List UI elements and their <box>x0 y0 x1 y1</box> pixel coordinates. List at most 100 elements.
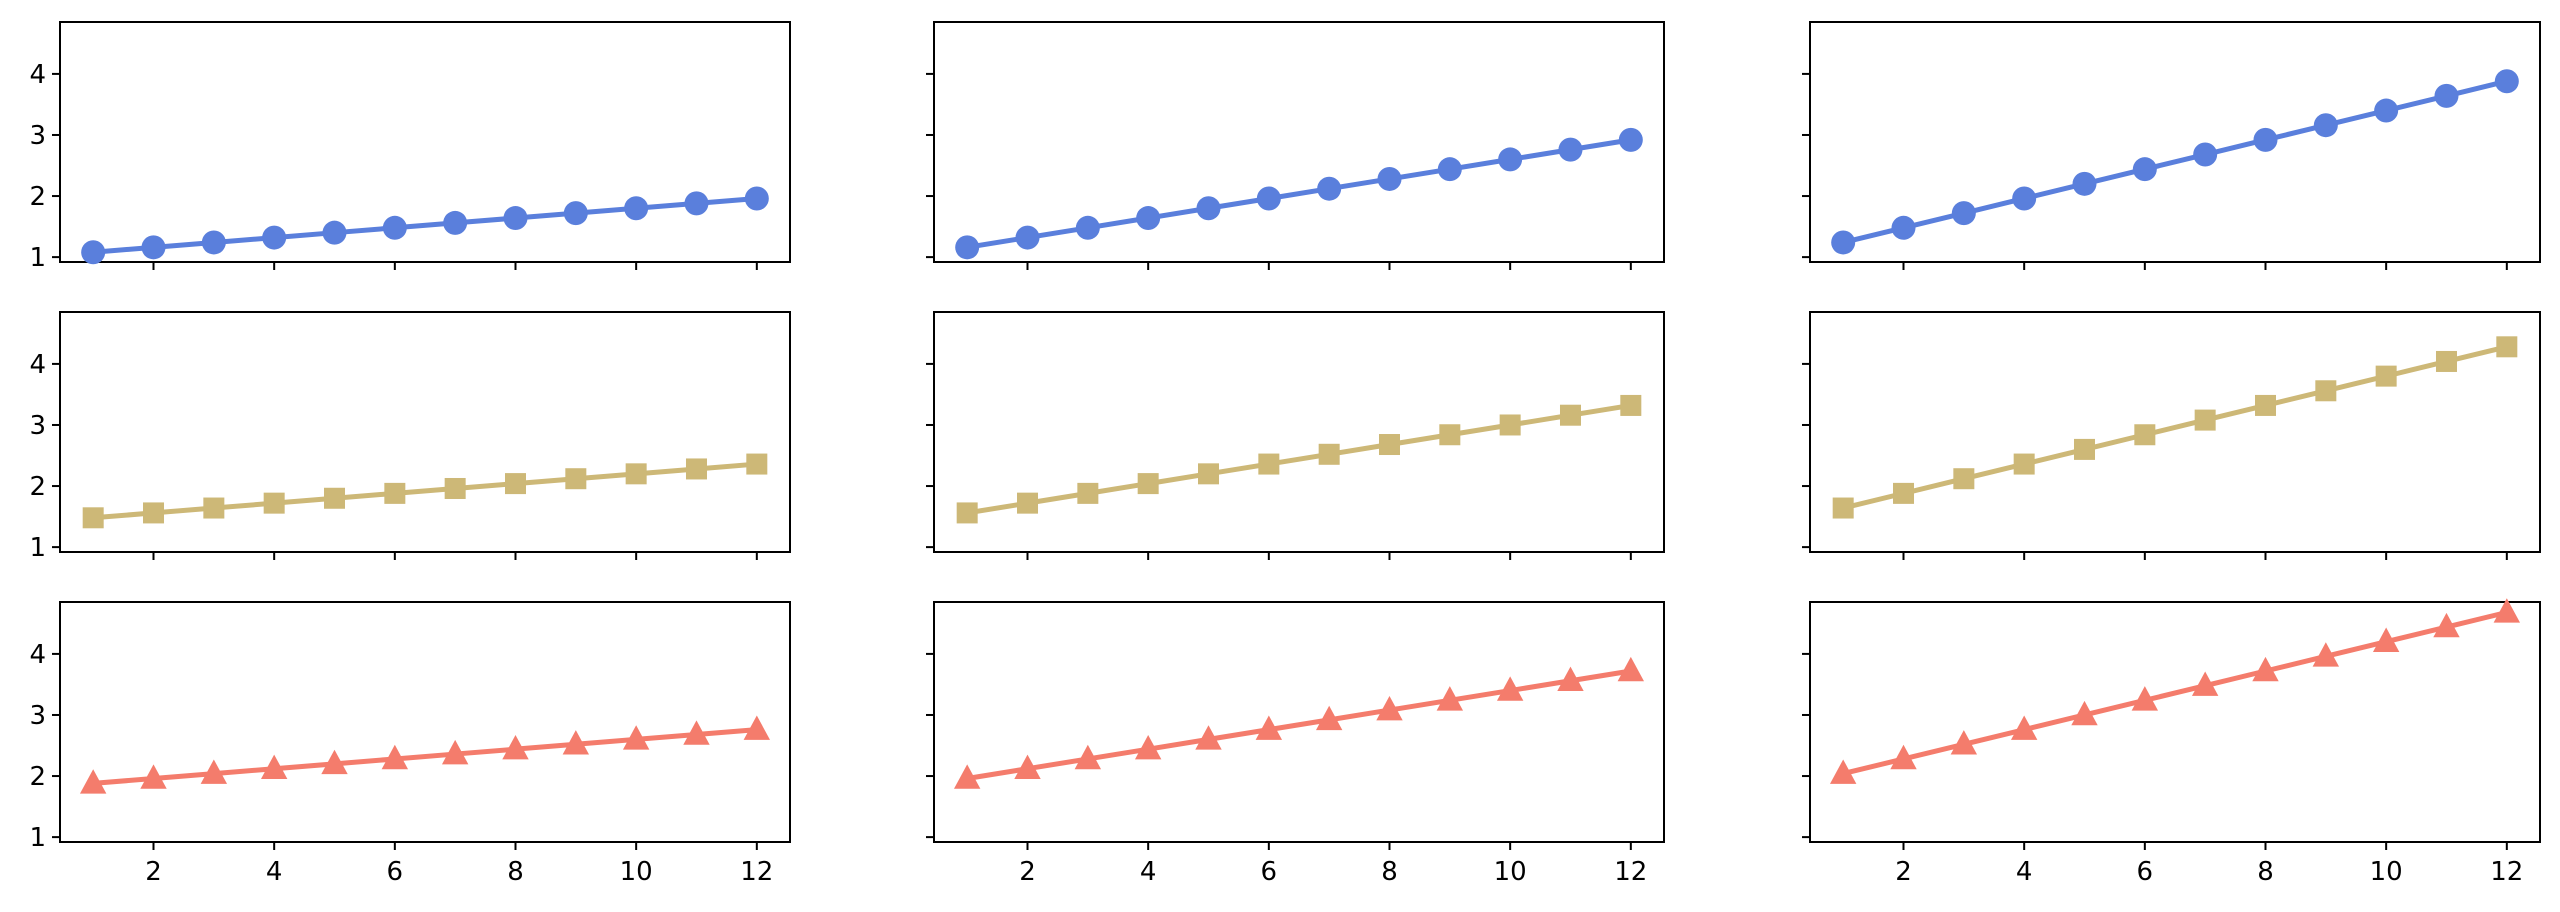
data-point <box>1195 725 1222 750</box>
series-line <box>92 727 758 786</box>
data-point <box>1951 201 1976 226</box>
data-point <box>624 196 649 221</box>
data-point <box>744 186 769 211</box>
data-point <box>1832 497 1854 519</box>
data-point <box>685 458 707 480</box>
x-tick-label: 4 <box>266 857 283 887</box>
data-point <box>381 744 409 770</box>
data-point <box>444 477 466 499</box>
y-tick-label: 2 <box>29 182 46 212</box>
data-point <box>2131 686 2159 711</box>
data-point <box>503 206 528 231</box>
data-point <box>2012 186 2037 211</box>
x-tick-label: 12 <box>740 857 773 887</box>
data-point <box>1315 705 1343 731</box>
plot-frame <box>1809 601 2541 843</box>
x-tick-label: 2 <box>1019 857 1036 887</box>
data-point <box>1196 196 1221 221</box>
y-tick-label: 3 <box>29 411 46 441</box>
data-point <box>743 715 771 740</box>
data-point <box>683 720 710 745</box>
x-tick-label: 2 <box>1895 857 1912 887</box>
data-point <box>1499 414 1521 436</box>
y-tick-label: 2 <box>29 762 46 792</box>
data-point <box>1950 730 1978 755</box>
data-point <box>1439 424 1461 446</box>
data-point <box>143 502 165 524</box>
data-point <box>263 492 285 514</box>
plot-frame <box>933 601 1665 843</box>
subplot-r3-c3: 2 4 6 8 10 12 <box>1802 598 2541 887</box>
data-point <box>1136 206 1161 231</box>
subplot-r1-c1: 1 2 3 4 <box>29 21 791 273</box>
data-point <box>1074 744 1102 770</box>
series-line <box>966 402 1632 516</box>
data-point <box>201 230 226 255</box>
data-point <box>382 215 407 240</box>
data-point <box>1077 482 1099 504</box>
series-line <box>92 461 758 521</box>
data-point <box>1377 166 1402 191</box>
data-point <box>2074 438 2096 460</box>
data-point <box>2013 453 2035 475</box>
data-point <box>2374 98 2399 123</box>
data-point <box>1198 463 1220 485</box>
data-point <box>2493 598 2521 623</box>
x-tick-label: 12 <box>2490 857 2523 887</box>
data-point <box>563 201 588 226</box>
y-tick-label: 3 <box>29 701 46 731</box>
y-tick-label: 4 <box>29 60 46 90</box>
data-point <box>1437 157 1462 182</box>
data-point <box>141 235 166 260</box>
data-point <box>2375 365 2397 387</box>
x-tick-label: 10 <box>2370 857 2403 887</box>
data-point <box>1558 137 1583 162</box>
x-tick-label: 6 <box>2137 857 2154 887</box>
data-point <box>2435 350 2457 372</box>
data-point <box>1498 147 1523 172</box>
data-point <box>2194 409 2216 431</box>
y-tick-label: 3 <box>29 121 46 151</box>
data-point <box>1890 744 1917 770</box>
data-point <box>746 453 768 475</box>
subplot-r2-c2 <box>926 311 1665 560</box>
plot-frame <box>1809 21 2541 263</box>
data-point <box>504 473 526 495</box>
data-point <box>1014 754 1041 779</box>
subplot-r3-c2: 2 4 6 8 10 12 <box>926 601 1665 887</box>
data-point <box>2313 113 2338 138</box>
data-point <box>1496 676 1524 701</box>
data-point <box>2433 612 2460 638</box>
subplot-r2-c3 <box>1802 311 2541 560</box>
data-point <box>1258 453 1280 475</box>
data-point <box>203 497 225 519</box>
data-point <box>956 502 978 524</box>
data-point <box>1376 695 1403 721</box>
data-point <box>2494 69 2519 94</box>
data-point <box>953 764 981 789</box>
subplot-r1-c3 <box>1802 21 2541 270</box>
data-point <box>1893 482 1915 504</box>
data-point <box>2010 715 2038 740</box>
data-point <box>1829 759 1857 784</box>
data-point <box>1953 468 1975 490</box>
plot-frame <box>933 21 1665 263</box>
data-point <box>82 507 104 529</box>
data-point <box>2072 171 2097 196</box>
plot-frame <box>59 21 791 263</box>
x-tick-label: 4 <box>2016 857 2033 887</box>
subplot-r2-c1: 1 2 3 4 <box>29 311 791 563</box>
data-point <box>1559 404 1581 426</box>
series-line <box>92 195 758 255</box>
data-point <box>2312 642 2340 667</box>
data-point <box>2252 656 2279 682</box>
series-line <box>1842 78 2508 245</box>
data-point <box>324 487 346 509</box>
data-point <box>2315 380 2337 402</box>
data-point <box>1831 230 1856 255</box>
data-point <box>1015 225 1040 250</box>
data-point <box>1318 443 1340 465</box>
data-point <box>625 463 647 485</box>
data-point <box>1618 127 1643 152</box>
